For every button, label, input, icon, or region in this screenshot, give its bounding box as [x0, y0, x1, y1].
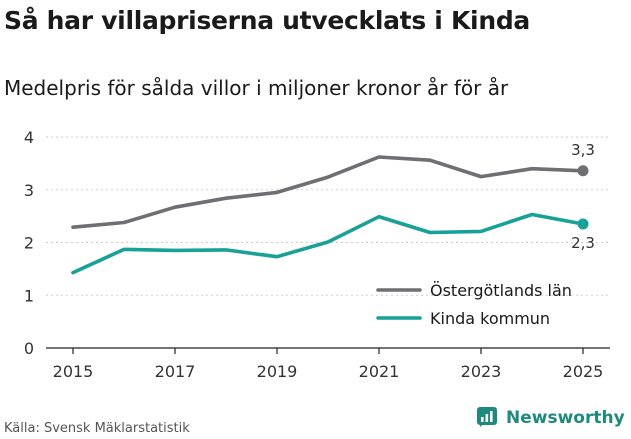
x-tick-label: 2015	[53, 362, 94, 381]
source-note: Källa: Svensk Mäklarstatistik	[4, 421, 190, 436]
brand-name: Newsworthy	[506, 408, 625, 428]
x-tick-label: 2025	[563, 362, 604, 381]
legend-label: Östergötlands län	[430, 281, 572, 300]
series-line-ostergotland	[71, 155, 585, 229]
x-tick-label: 2017	[155, 362, 196, 381]
y-tick-label: 2	[24, 234, 34, 253]
chart-title: Så har villapriserna utvecklats i Kinda	[4, 6, 530, 35]
chart-subtitle: Medelpris för sålda villor i miljoner kr…	[4, 76, 509, 100]
series-line-kinda	[71, 212, 585, 275]
y-tick-label: 3	[24, 181, 34, 200]
y-tick-label: 4	[24, 128, 34, 147]
y-axis-ticks: 0 1 2 3 4	[24, 128, 34, 358]
y-tick-label: 0	[24, 339, 34, 358]
x-tick-label: 2021	[359, 362, 400, 381]
x-tick-label: 2019	[257, 362, 298, 381]
legend-label: Kinda kommun	[430, 309, 550, 328]
end-point-marker	[577, 218, 589, 230]
y-tick-label: 1	[24, 286, 34, 305]
series-lines: 3,3 2,3	[71, 141, 595, 275]
gridlines	[46, 136, 610, 349]
newsworthy-logo-icon	[477, 407, 497, 427]
legend: Östergötlands län Kinda kommun	[376, 281, 572, 328]
x-axis-ticks: 2015 2017 2019 2021 2023 2025	[53, 348, 604, 381]
end-value-label: 2,3	[571, 234, 595, 252]
brand-logo: Newsworthy	[476, 406, 625, 430]
end-value-label: 3,3	[571, 141, 595, 159]
x-tick-label: 2023	[461, 362, 502, 381]
end-point-marker	[577, 165, 589, 177]
line-chart: 0 1 2 3 4 2015 2017 2019 2021 2023 2025 3,3 2,3 Ös…	[24, 128, 610, 381]
